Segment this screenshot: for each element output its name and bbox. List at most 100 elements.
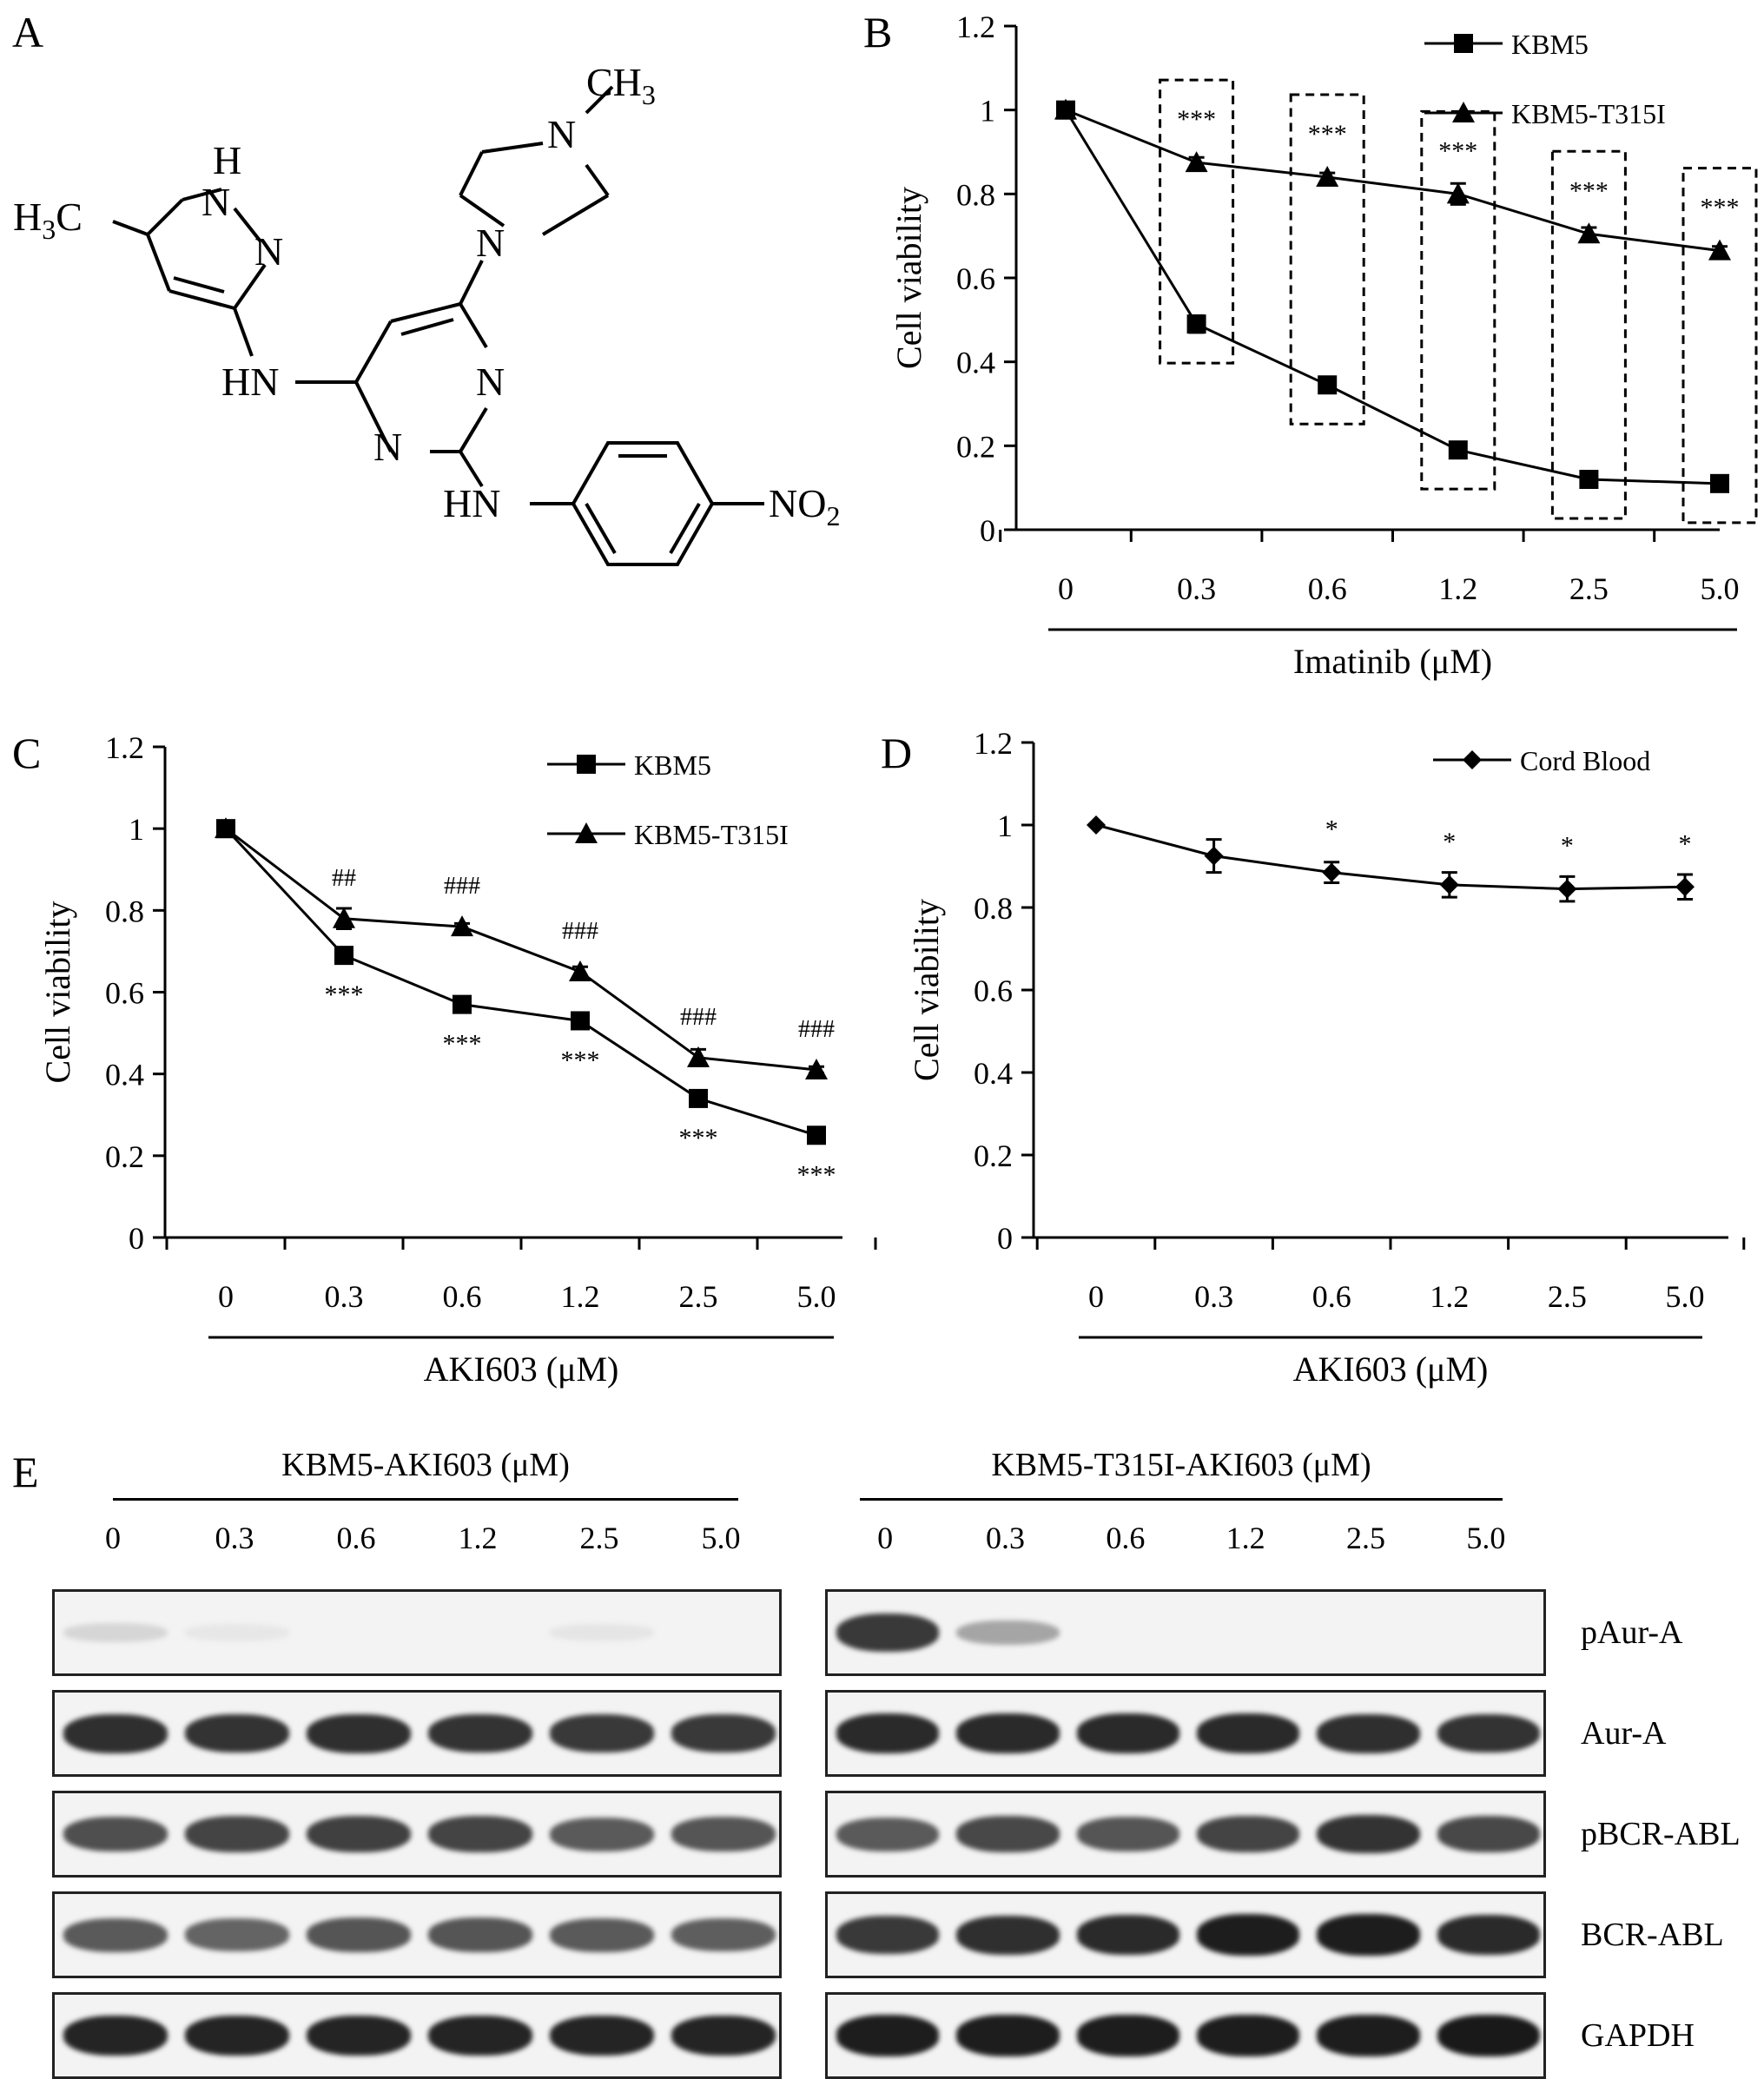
y-tick-label: 1 [997,808,1013,843]
data-point [1448,440,1468,460]
label-n-pyrazole-1: N [202,180,230,224]
blot-membrane-pbcr-abl [825,1791,1546,1878]
blot-band [671,1817,776,1851]
y-tick-label: 0.4 [956,346,995,380]
x-tick-label: 1.2 [1438,571,1477,606]
significance-label: *** [1569,176,1609,205]
blot-membrane-gapdh [825,1992,1546,2079]
data-point [569,960,591,981]
y-axis-label: Cell viability [38,901,77,1084]
data-point [451,915,473,937]
y-tick-label: 0.6 [974,974,1013,1008]
x-tick-label: 0.3 [1194,1279,1233,1314]
label-n-piperazine-bottom: N [476,221,505,265]
blot-band [428,1917,532,1952]
series-line-kbm5 [1064,109,1721,485]
blot-band [956,1915,1060,1955]
legend-label: KBM5-T315I [1511,98,1666,129]
data-point [807,1125,826,1145]
chemical-structure: H3C H N N HN N N CH3 N N HN NO2 [13,60,840,566]
lane-label: 2.5 [579,1521,619,1555]
blot-band [428,1713,532,1753]
y-tick-label: 0 [129,1221,144,1256]
label-n-pyrazole-2: N [254,229,283,274]
x-axis-label: AKI603 (μM) [424,1350,619,1389]
lane-label: 1.2 [1226,1521,1265,1555]
significance-label: ### [562,918,598,945]
blot-band [1076,2015,1179,2056]
y-tick-label: 0.6 [105,976,144,1011]
blot-row-label: pBCR-ABL [1581,1816,1741,1852]
data-point [333,907,355,928]
blot-band [307,1917,411,1952]
blot-membrane-paur-a [825,1589,1546,1676]
legend-marker [577,755,596,774]
significance-label: *** [797,1160,836,1189]
blot-band [836,1817,940,1851]
blot-band [63,1917,168,1952]
x-axis-label: AKI603 (μM) [1293,1350,1489,1389]
y-axis-label: Cell viability [889,187,928,369]
significance-box [1289,93,1365,426]
panel-letter-e: E [12,1448,39,1496]
legend-label: Cord Blood [1520,745,1650,776]
lane-label: 5.0 [1466,1521,1506,1555]
x-tick-label: 5.0 [1701,571,1740,606]
lane-label: 0.6 [336,1521,376,1555]
blot-band [671,1714,776,1752]
blot-band [671,1917,776,1952]
y-tick-label: 0.4 [105,1058,144,1092]
y-tick-label: 1.2 [974,726,1013,761]
label-hn-left: HN [221,360,279,404]
significance-label: * [1325,815,1338,844]
data-point [1322,862,1342,882]
data-point [1054,98,1077,120]
blot-band [550,1624,654,1641]
chart-d: 0 0.2 0.4 0.6 0.8 1 1.2 0 0.3 0.6 1.2 2.5 5.0 AKI603 … [907,726,1746,1389]
data-point [1316,166,1339,187]
data-point [687,1046,710,1067]
significance-label: *** [1438,136,1477,165]
blot-band [550,1917,654,1952]
label-no2: NO2 [769,481,840,531]
blot-band [836,1713,940,1753]
lane-label: 2.5 [1346,1521,1385,1555]
x-tick-label: 0.3 [1177,571,1216,606]
x-tick-label: 1.2 [1430,1279,1469,1314]
lane-label: 5.0 [701,1521,741,1555]
blot-band [428,1816,532,1852]
panel-letter-a: A [12,8,44,56]
blot-band [1197,1914,1300,1956]
x-axis-label: Imatinib (μM) [1293,642,1492,681]
lane-label: 1.2 [458,1521,498,1555]
blot-band [1317,1914,1420,1956]
blot-band [550,1714,654,1752]
chart-c: 0 0.2 0.4 0.6 0.8 1 1.2 0 0.3 0.6 1.2 2.5 5.0 AKI603 … [38,730,877,1389]
x-tick-label: 2.5 [1569,571,1609,606]
x-tick-label: 5.0 [1666,1279,1705,1314]
y-tick-label: 0 [980,513,995,548]
x-tick-label: 0.6 [1312,1279,1351,1314]
legend-label: KBM5 [1511,29,1589,60]
label-ch3: CH3 [586,60,656,110]
y-tick-label: 0 [997,1221,1013,1256]
label-n-pyrimidine-right: N [476,360,505,404]
blot-band [1197,1816,1300,1852]
blot-band [836,1614,940,1652]
data-point [1318,375,1338,395]
blot-row-label: GAPDH [1581,2017,1695,2054]
blot-membrane-gapdh [52,1992,782,2079]
data-point [1579,470,1599,489]
data-point [1186,314,1206,334]
blot-band [956,1620,1060,1646]
x-tick-label: 0.3 [325,1279,364,1314]
x-tick-label: 0 [1058,571,1074,606]
blot-band [550,1817,654,1851]
significance-label: *** [1177,105,1216,134]
blot-band [428,2015,532,2056]
data-point [1204,846,1224,866]
data-point [1446,182,1470,204]
significance-label: *** [561,1046,600,1074]
panel-letter-d: D [881,729,913,777]
blot-band [956,1816,1060,1852]
